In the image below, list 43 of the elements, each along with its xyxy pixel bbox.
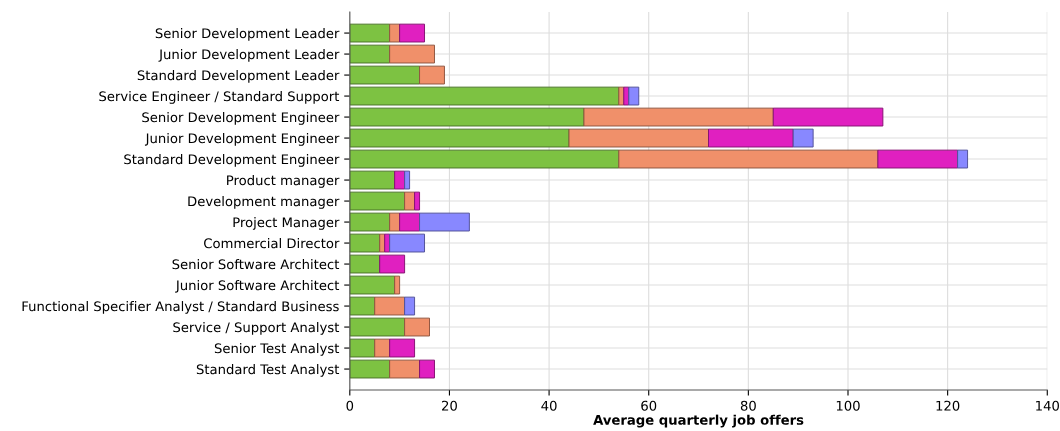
y-tick-label: Commercial Director — [204, 238, 340, 249]
y-tick-label: Service / Support Analyst — [173, 322, 340, 335]
y-tick-label: Standard Test Analyst — [196, 364, 340, 377]
bar — [394, 170, 406, 190]
bar — [404, 170, 411, 190]
x-tick-label: 20 — [442, 400, 457, 411]
y-tick-label: Standard Development Leader — [137, 70, 340, 83]
y-tick-label: Senior Development Leader — [155, 28, 340, 41]
x-tick-label: 100 — [836, 400, 860, 411]
bar — [404, 317, 430, 337]
x-tick-label: 120 — [936, 400, 960, 411]
bar — [379, 233, 386, 253]
bar — [389, 359, 421, 379]
x-tick-label: 140 — [1036, 400, 1059, 411]
y-tick-label: Functional Specifier Analyst / Standard Business — [22, 301, 339, 314]
x-axis-title: Average quarterly job offers — [593, 414, 804, 428]
y-tick-label: Senior Test Analyst — [214, 343, 340, 356]
x-tick-label: 60 — [641, 400, 657, 411]
bar — [877, 149, 959, 169]
y-tick-label: Service Engineer / Standard Support — [99, 91, 340, 104]
y-tick-label: Product manager — [227, 175, 340, 188]
x-tick-label: 40 — [541, 400, 557, 411]
bar — [389, 338, 416, 358]
y-tick-label: Senior Development Engineer — [142, 112, 340, 125]
bar — [623, 86, 630, 106]
bar — [374, 338, 391, 358]
y-tick-label: Junior Development Engineer — [144, 133, 340, 146]
bar — [389, 212, 401, 232]
bar — [628, 86, 640, 106]
y-tick-label: Junior Software Architect — [175, 280, 340, 293]
bar — [792, 128, 814, 148]
bar — [419, 359, 435, 379]
y-tick-label: Senior Software Architect — [172, 259, 340, 270]
y-tick-label: Junior Development Leader — [158, 49, 340, 62]
bar — [404, 191, 416, 211]
y-tick-label: Standard Development Engineer — [124, 154, 340, 167]
y-tick-label: Development manager — [188, 196, 340, 209]
x-tick-label: 0 — [346, 400, 354, 411]
x-tick-label: 80 — [740, 400, 756, 411]
bar — [404, 296, 416, 316]
bar — [957, 149, 969, 169]
bar — [399, 23, 426, 43]
y-tick-label: Project Manager — [233, 217, 340, 230]
